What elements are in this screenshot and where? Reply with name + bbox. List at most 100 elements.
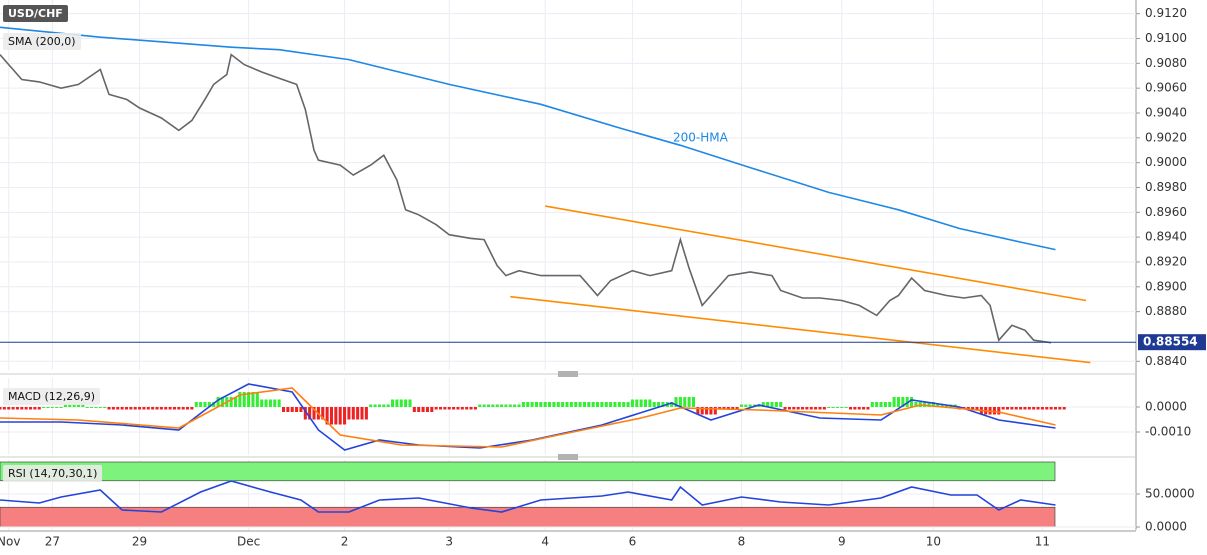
x-tick-label: 3 (445, 535, 453, 549)
sma-label: SMA (200,0) (3, 33, 81, 50)
histogram-bar (299, 407, 303, 412)
histogram-bar (910, 397, 914, 407)
histogram-bar (548, 402, 552, 407)
histogram-bar (1023, 407, 1027, 410)
y-tick-label: 0.9100 (1145, 31, 1187, 45)
histogram-bar (526, 402, 530, 407)
histogram-bar (726, 407, 730, 410)
histogram-bar (883, 402, 887, 407)
histogram-bar (530, 402, 534, 407)
histogram-bar (578, 402, 582, 407)
histogram-bar (491, 404, 495, 407)
histogram-bar (421, 407, 425, 412)
histogram-bar (281, 407, 286, 412)
histogram-bar (722, 407, 726, 410)
histogram-bar (1014, 407, 1018, 410)
histogram-bar (351, 407, 355, 420)
histogram-bar (582, 402, 586, 407)
histogram-bar (1036, 407, 1040, 410)
histogram-bar (670, 402, 674, 407)
histogram-bar (700, 407, 704, 415)
histogram-bar (853, 407, 857, 410)
histogram-bar (779, 402, 783, 407)
histogram-bar (321, 407, 325, 420)
histogram-bar (805, 407, 809, 410)
histogram-bar (914, 402, 918, 407)
histogram-bar (997, 407, 1001, 415)
histogram-bar (809, 407, 813, 410)
histogram-bar (617, 402, 621, 407)
x-tick-label: 6 (629, 535, 637, 549)
histogram-bar (251, 392, 255, 407)
histogram-bar (151, 407, 155, 410)
histogram-bar (207, 402, 211, 407)
histogram-bar (29, 407, 33, 410)
y-tick-label: 0.8980 (1145, 180, 1187, 194)
histogram-bar (186, 407, 190, 410)
histogram-bar (229, 397, 233, 407)
histogram-bar (1019, 407, 1023, 410)
histogram-bar (59, 407, 63, 408)
channel-line (510, 295, 1091, 364)
histogram-bar (587, 402, 591, 407)
histogram-bar (238, 392, 242, 407)
histogram-bar (1058, 407, 1062, 410)
histogram-bar (931, 402, 935, 407)
histogram-bar (177, 407, 181, 410)
y-tick-label: 0.8840 (1145, 354, 1187, 368)
price-line (0, 53, 1052, 344)
histogram-bar (556, 402, 560, 407)
histogram-bar (966, 407, 970, 410)
histogram-bar (923, 402, 927, 407)
histogram-bar (500, 404, 504, 407)
histogram-bar (596, 402, 600, 407)
histogram-bar (543, 402, 547, 407)
last-price-label: 0.88554 (1143, 335, 1198, 349)
histogram-bar (561, 402, 565, 407)
histogram-bar (1053, 407, 1058, 410)
histogram-bar (1001, 407, 1005, 410)
histogram-bar (2, 407, 6, 410)
histogram-bar (72, 404, 76, 407)
histogram-bar (705, 407, 709, 415)
histogram-bar (15, 407, 19, 410)
histogram-bar (329, 407, 334, 425)
histogram-bar (622, 402, 626, 407)
histogram-bar (212, 402, 216, 407)
histogram-bar (11, 407, 15, 410)
histogram-bar (835, 407, 839, 408)
symbol-label: USD/CHF (3, 5, 68, 22)
x-tick-label: Nov (0, 535, 20, 549)
histogram-bar (691, 397, 696, 407)
histogram-bar (643, 399, 648, 407)
histogram-bar (168, 407, 172, 410)
histogram-bar (85, 407, 89, 408)
histogram-bar (216, 397, 220, 407)
x-tick-label: 29 (132, 535, 147, 549)
histogram-bar (800, 407, 805, 410)
y-tick-label: 50.0000 (1145, 487, 1195, 501)
histogram-bar (386, 404, 390, 407)
histogram-bar (273, 399, 277, 407)
histogram-bar (138, 407, 142, 410)
histogram-bar (940, 404, 944, 407)
histogram-bar (430, 407, 434, 412)
histogram-bar (683, 397, 687, 407)
histogram-bar (674, 397, 678, 407)
histogram-bar (840, 407, 844, 408)
histogram-bar (927, 402, 931, 407)
histogram-bar (377, 404, 381, 407)
histogram-bar (360, 407, 364, 420)
histogram-bar (395, 399, 399, 407)
histogram-bar (879, 402, 883, 407)
histogram-bar (404, 399, 408, 407)
histogram-bar (787, 407, 791, 410)
histogram-bar (971, 407, 975, 410)
x-tick-label: 4 (541, 535, 549, 549)
histogram-bar (486, 404, 491, 407)
histogram-bar (465, 407, 469, 410)
histogram-bar (303, 407, 307, 420)
histogram-bar (657, 402, 661, 407)
